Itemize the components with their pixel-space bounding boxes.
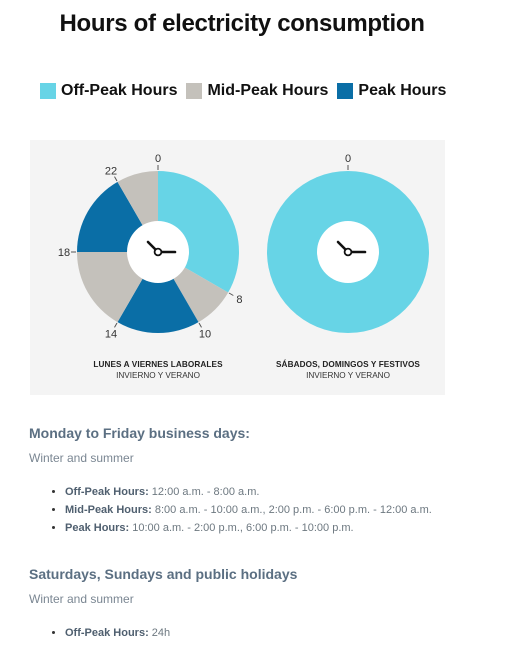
weekday-chart-caption: LUNES A VIERNES LABORALES INVIERNO Y VER… xyxy=(58,360,258,380)
weekend-tick-label-0: 0 xyxy=(345,153,351,165)
weekend-heading: Saturdays, Sundays and public holidays xyxy=(29,566,298,582)
list-item: Off-Peak Hours: 12:00 a.m. - 8:00 a.m. xyxy=(65,485,450,499)
legend-swatch-mid-peak xyxy=(186,83,203,99)
weekday-season: Winter and summer xyxy=(29,451,134,465)
legend-item-mid-peak: Mid-Peak Hours xyxy=(186,82,328,100)
weekend-chart-title: SÁBADOS, DOMINGOS Y FESTIVOS xyxy=(276,360,420,369)
weekend-hours-list: Off-Peak Hours: 24h xyxy=(35,626,450,644)
list-item: Off-Peak Hours: 24h xyxy=(65,626,450,640)
legend-swatch-peak xyxy=(337,83,354,99)
clock-charts-svg: 0 8 10 14 18 22 0 xyxy=(58,153,429,340)
list-item-label: Mid-Peak Hours: xyxy=(65,504,152,516)
weekday-tick-mark-3 xyxy=(114,322,118,328)
weekday-heading: Monday to Friday business days: xyxy=(29,425,250,441)
legend-label-peak: Peak Hours xyxy=(358,82,447,99)
list-item-text: 12:00 a.m. - 8:00 a.m. xyxy=(148,486,260,498)
weekend-season: Winter and summer xyxy=(29,592,134,606)
list-item: Peak Hours: 10:00 a.m. - 2:00 p.m., 6:00… xyxy=(65,521,450,535)
weekday-hours-list: Off-Peak Hours: 12:00 a.m. - 8:00 a.m. M… xyxy=(35,485,450,539)
list-item-text: 10:00 a.m. - 2:00 p.m., 6:00 p.m. - 10:0… xyxy=(129,522,354,534)
weekday-tick-mark-2 xyxy=(198,322,202,328)
legend-item-off-peak: Off-Peak Hours xyxy=(40,82,177,100)
weekday-tick-mark-1 xyxy=(228,292,234,296)
chart-legend: Off-Peak Hours Mid-Peak Hours Peak Hours xyxy=(40,82,455,100)
list-item: Mid-Peak Hours: 8:00 a.m. - 10:00 a.m., … xyxy=(65,503,450,517)
legend-swatch-off-peak xyxy=(40,83,56,99)
weekday-chart-subtitle: INVIERNO Y VERANO xyxy=(116,371,200,380)
legend-item-peak: Peak Hours xyxy=(337,82,446,100)
weekday-tick-label-1: 8 xyxy=(236,294,242,306)
list-item-label: Off-Peak Hours: xyxy=(65,627,149,639)
list-item-text: 8:00 a.m. - 10:00 a.m., 2:00 p.m. - 6:00… xyxy=(151,504,432,516)
list-item-label: Peak Hours: xyxy=(65,522,130,534)
weekday-tick-label-4: 18 xyxy=(58,247,70,259)
weekday-tick-label-3: 14 xyxy=(105,328,117,340)
legend-label-off-peak: Off-Peak Hours xyxy=(61,82,178,99)
weekday-clock-pivot-icon xyxy=(153,247,163,257)
list-item-label: Off-Peak Hours: xyxy=(65,486,149,498)
weekday-chart-title: LUNES A VIERNES LABORALES xyxy=(93,360,223,369)
weekend-clock-pivot-icon xyxy=(343,247,353,257)
weekday-tick-mark-5 xyxy=(114,176,118,182)
legend-label-mid-peak: Mid-Peak Hours xyxy=(207,82,329,99)
weekday-tick-label-0: 0 xyxy=(155,153,161,165)
weekday-tick-label-5: 22 xyxy=(105,166,117,178)
page-title: Hours of electricity consumption xyxy=(59,10,425,37)
clock-charts-figure: 0 8 10 14 18 22 0 LUNES A VIERNES LABORALES IN… xyxy=(30,140,445,395)
list-item-text: 24h xyxy=(148,627,171,639)
weekend-chart-caption: SÁBADOS, DOMINGOS Y FESTIVOS INVIERNO Y … xyxy=(248,360,448,380)
weekday-slice-2 xyxy=(117,252,199,334)
weekend-chart-subtitle: INVIERNO Y VERANO xyxy=(306,371,390,380)
weekday-tick-label-2: 10 xyxy=(199,328,211,340)
